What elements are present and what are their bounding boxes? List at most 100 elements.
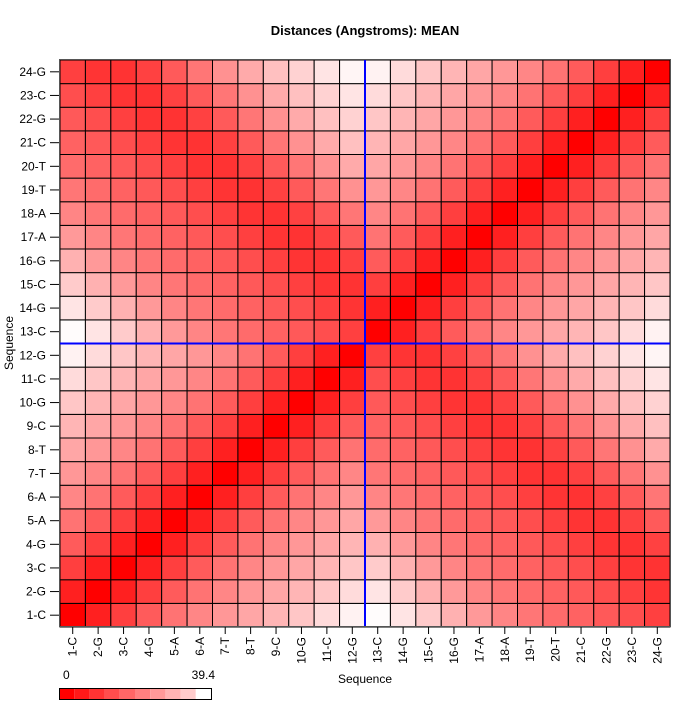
- x-tick-label: 23-C: [625, 637, 639, 663]
- heatmap-cell: [542, 532, 569, 557]
- heatmap-cell: [135, 579, 163, 604]
- heatmap-cell: [644, 390, 671, 415]
- heatmap-cell: [618, 83, 646, 108]
- heatmap-cell: [262, 272, 290, 297]
- heatmap-cell: [161, 555, 188, 581]
- heatmap-cell: [135, 130, 163, 155]
- heatmap-cell: [339, 508, 366, 533]
- y-tick-label: 15-C: [20, 277, 46, 291]
- heatmap-cell: [313, 106, 341, 132]
- heatmap-cell: [491, 602, 519, 628]
- heatmap-cell: [84, 602, 112, 628]
- heatmap-cell: [567, 177, 595, 203]
- heatmap-cell: [491, 532, 519, 557]
- y-tick-label: 6-A: [27, 490, 46, 504]
- heatmap-cell: [415, 83, 442, 108]
- heatmap-cell: [618, 224, 646, 250]
- heatmap-cell: [288, 366, 315, 392]
- heatmap-cell: [389, 343, 417, 368]
- heatmap-cell: [339, 154, 366, 179]
- heatmap-cell: [186, 461, 213, 486]
- heatmap-cell: [339, 366, 366, 392]
- heatmap-cell: [491, 508, 519, 533]
- heatmap-cell: [212, 83, 239, 108]
- heatmap-cell: [567, 579, 595, 604]
- heatmap-cell: [389, 390, 417, 415]
- x-tick-label: 6-A: [193, 637, 207, 656]
- heatmap-cell: [567, 130, 595, 155]
- heatmap-cell: [313, 413, 341, 439]
- heatmap-cell: [440, 343, 468, 368]
- heatmap-cell: [517, 366, 544, 392]
- heatmap-cell: [59, 295, 86, 321]
- heatmap-cell: [59, 272, 86, 297]
- heatmap-cell: [389, 224, 417, 250]
- heatmap-cell: [212, 295, 239, 321]
- heatmap-cell: [288, 130, 315, 155]
- heatmap-cell: [466, 83, 493, 108]
- heatmap-cell: [288, 555, 315, 581]
- heatmap-cell: [517, 201, 544, 226]
- heatmap-cell: [542, 272, 569, 297]
- heatmap-cell: [135, 248, 163, 274]
- heatmap-cell: [237, 106, 264, 132]
- heatmap-cell: [186, 295, 213, 321]
- heatmap-cell: [110, 390, 137, 415]
- heatmap-cell: [186, 130, 213, 155]
- heatmap-cell: [84, 106, 112, 132]
- heatmap-cell: [212, 508, 239, 533]
- heatmap-cell: [110, 201, 137, 226]
- heatmap-cell: [440, 390, 468, 415]
- y-tick-label: 20-T: [21, 159, 46, 173]
- heatmap-cell: [389, 366, 417, 392]
- heatmap-cell: [389, 106, 417, 132]
- heatmap-cell: [364, 484, 391, 510]
- heatmap-cell: [389, 579, 417, 604]
- heatmap-cell: [212, 461, 239, 486]
- heatmap-cell: [593, 484, 620, 510]
- heatmap-cell: [262, 248, 290, 274]
- heatmap-cell: [59, 461, 86, 486]
- heatmap-cell: [440, 224, 468, 250]
- heatmap-cell: [237, 295, 264, 321]
- y-tick-label: 2-G: [26, 585, 46, 599]
- heatmap-cell: [440, 461, 468, 486]
- heatmap-cell: [288, 413, 315, 439]
- heatmap-cell: [542, 295, 569, 321]
- heatmap-cell: [440, 295, 468, 321]
- heatmap-cell: [542, 343, 569, 368]
- heatmap-cell: [262, 83, 290, 108]
- heatmap-cell: [618, 390, 646, 415]
- heatmap-cell: [491, 390, 519, 415]
- heatmap-cell: [262, 319, 290, 344]
- heatmap-cell: [517, 413, 544, 439]
- heatmap-cell: [618, 602, 646, 628]
- heatmap-cell: [110, 508, 137, 533]
- heatmap-cell: [161, 508, 188, 533]
- heatmap-cell: [288, 248, 315, 274]
- heatmap-cell: [542, 201, 569, 226]
- heatmap-cell: [212, 224, 239, 250]
- heatmap-cell: [313, 272, 341, 297]
- heatmap-cell: [364, 130, 391, 155]
- heatmap-cell: [542, 106, 569, 132]
- heatmap-cell: [237, 154, 264, 179]
- heatmap-cell: [542, 602, 569, 628]
- heatmap-cell: [288, 224, 315, 250]
- x-tick-label: 18-A: [498, 637, 512, 662]
- heatmap-cell: [415, 343, 442, 368]
- heatmap-cell: [186, 390, 213, 415]
- heatmap-cell: [212, 59, 239, 85]
- heatmap-cell: [466, 224, 493, 250]
- heatmap-cell: [567, 437, 595, 463]
- heatmap-cell: [212, 201, 239, 226]
- heatmap-cell: [237, 602, 264, 628]
- heatmap-cell: [415, 59, 442, 85]
- heatmap-cell: [618, 248, 646, 274]
- heatmap-cell: [542, 319, 569, 344]
- heatmap-cell: [389, 319, 417, 344]
- heatmap-cell: [440, 366, 468, 392]
- heatmap-cell: [644, 555, 671, 581]
- x-tick-label: 15-C: [422, 637, 436, 663]
- heatmap-cell: [466, 437, 493, 463]
